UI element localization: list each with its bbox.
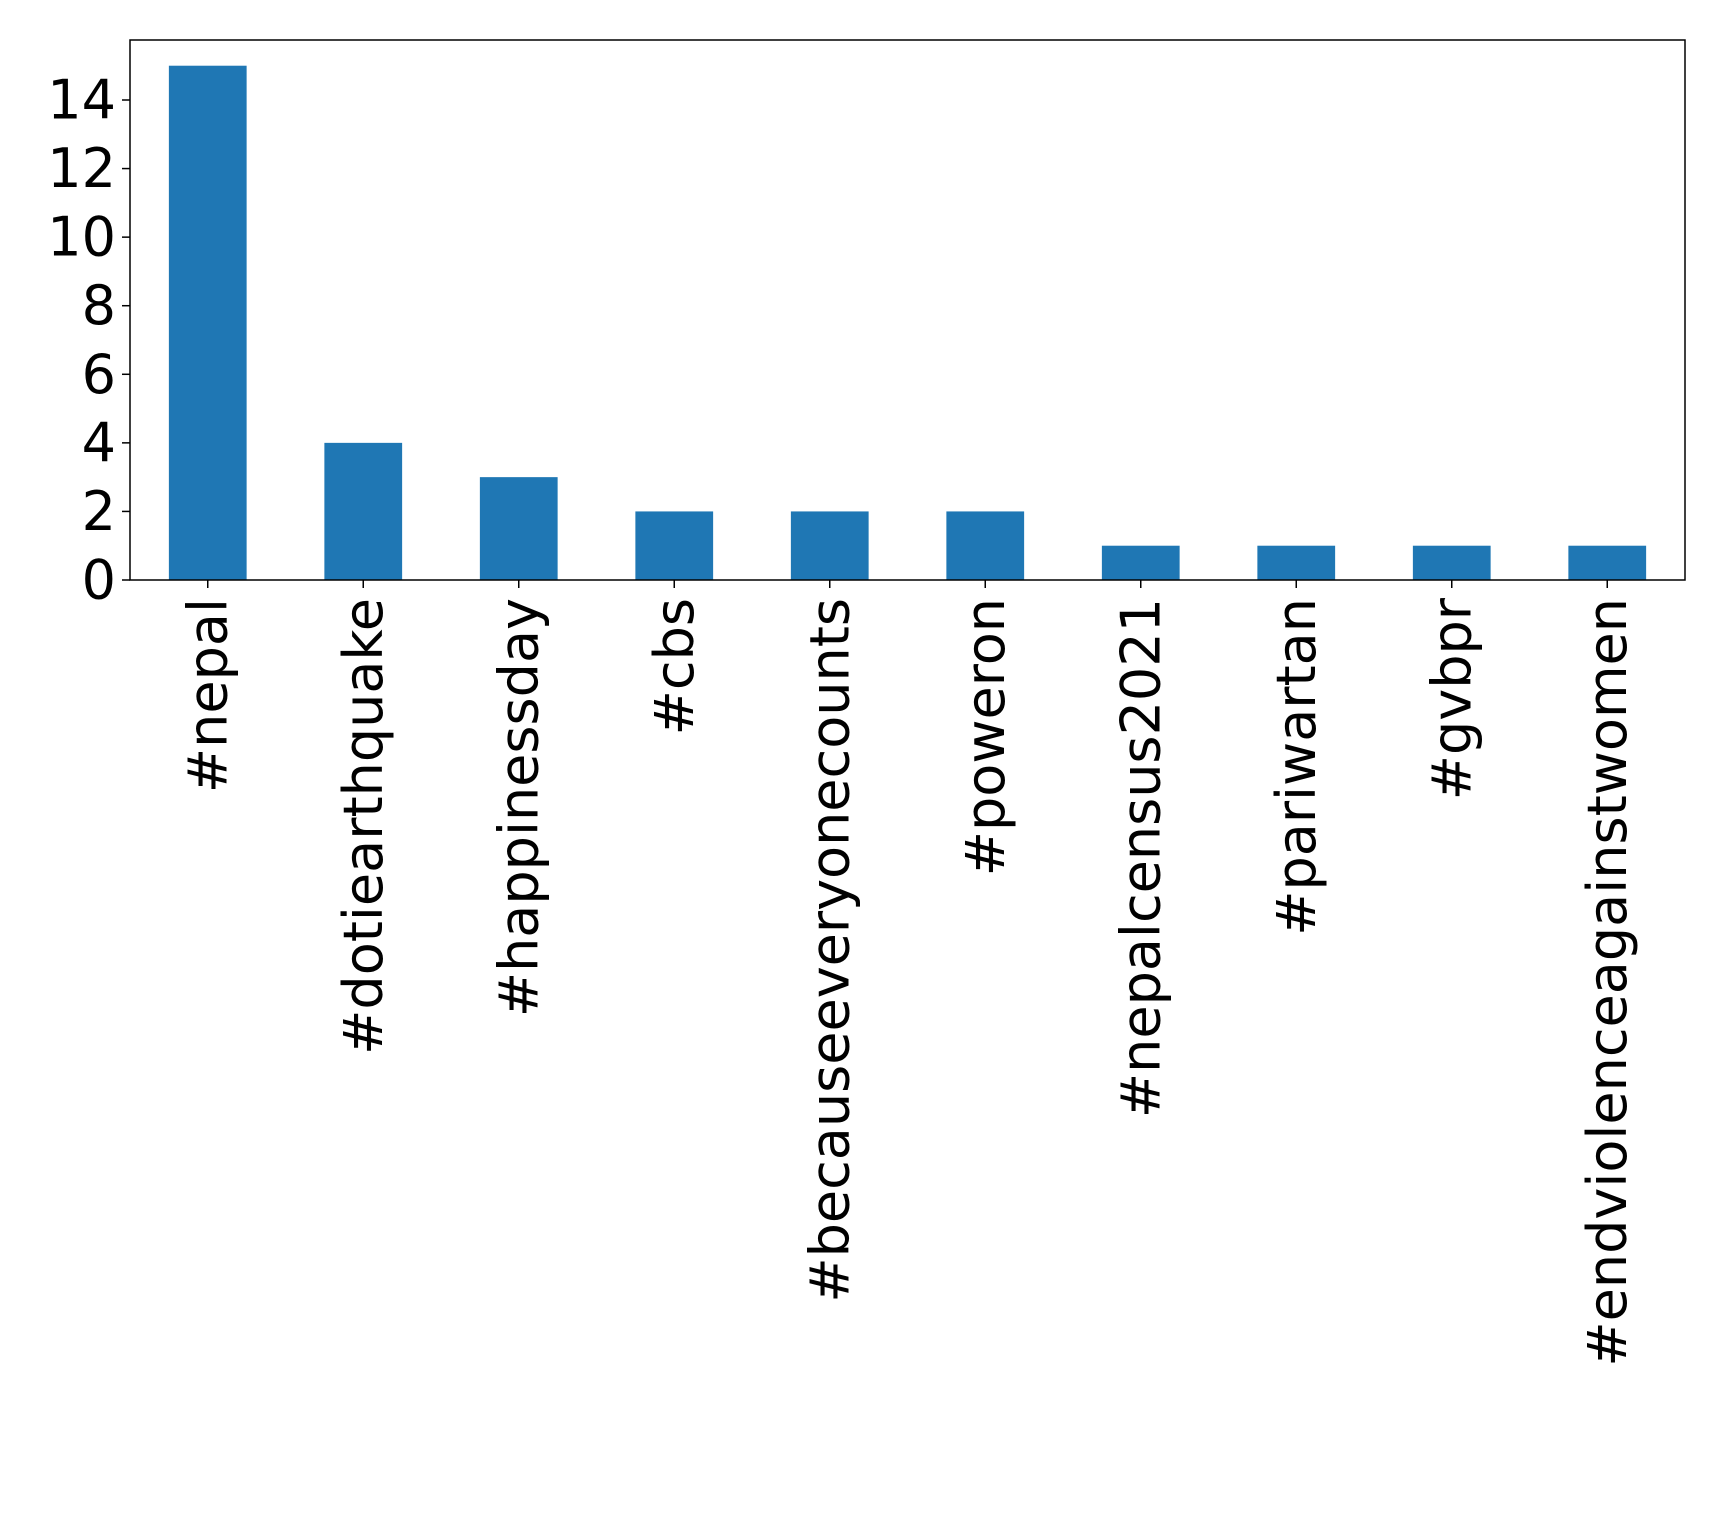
x-tick-label: #pariwartan (1265, 598, 1328, 936)
bar-happinessday (479, 477, 558, 580)
x-axis: #nepal #dotiearthquake #happinessday #cbs #b… (176, 580, 1639, 1367)
x-tick-label: #nepalcensus2021 (1109, 598, 1172, 1118)
x-tick-label: #happinessday (487, 598, 550, 1017)
y-tick-label: 10 (47, 206, 116, 269)
bar-becauseeveryonecounts (790, 511, 869, 580)
x-tick-label: #cbs (643, 598, 706, 735)
y-tick-label: 6 (82, 343, 116, 406)
y-tick-label: 0 (82, 549, 116, 612)
x-tick-label: #poweron (954, 598, 1017, 876)
x-tick-label: #nepal (176, 598, 239, 793)
bars-group (168, 65, 1647, 580)
bar-cbs (635, 511, 714, 580)
bar-pariwartan (1257, 545, 1336, 580)
plot-frame (129, 39, 1686, 581)
bar-gvbpr (1412, 545, 1491, 580)
y-tick-label: 8 (82, 274, 116, 337)
bar-nepalcensus2021 (1101, 545, 1180, 580)
y-tick-label: 12 (47, 137, 116, 200)
y-tick-label: 4 (82, 411, 116, 474)
y-tick-label: 2 (82, 480, 116, 543)
bar-poweron (946, 511, 1025, 580)
y-tick-label: 14 (47, 69, 116, 132)
x-tick-label: #becauseeveryonecounts (798, 598, 861, 1303)
bar-nepal (168, 65, 247, 580)
x-tick-label: #dotiearthquake (332, 598, 395, 1055)
bar-endviolenceagainstwomen (1568, 545, 1647, 580)
x-tick-label: #endviolenceagainstwomen (1576, 598, 1639, 1367)
bar-dotiearthquake (324, 442, 403, 580)
x-tick-label: #gvbpr (1420, 597, 1483, 800)
